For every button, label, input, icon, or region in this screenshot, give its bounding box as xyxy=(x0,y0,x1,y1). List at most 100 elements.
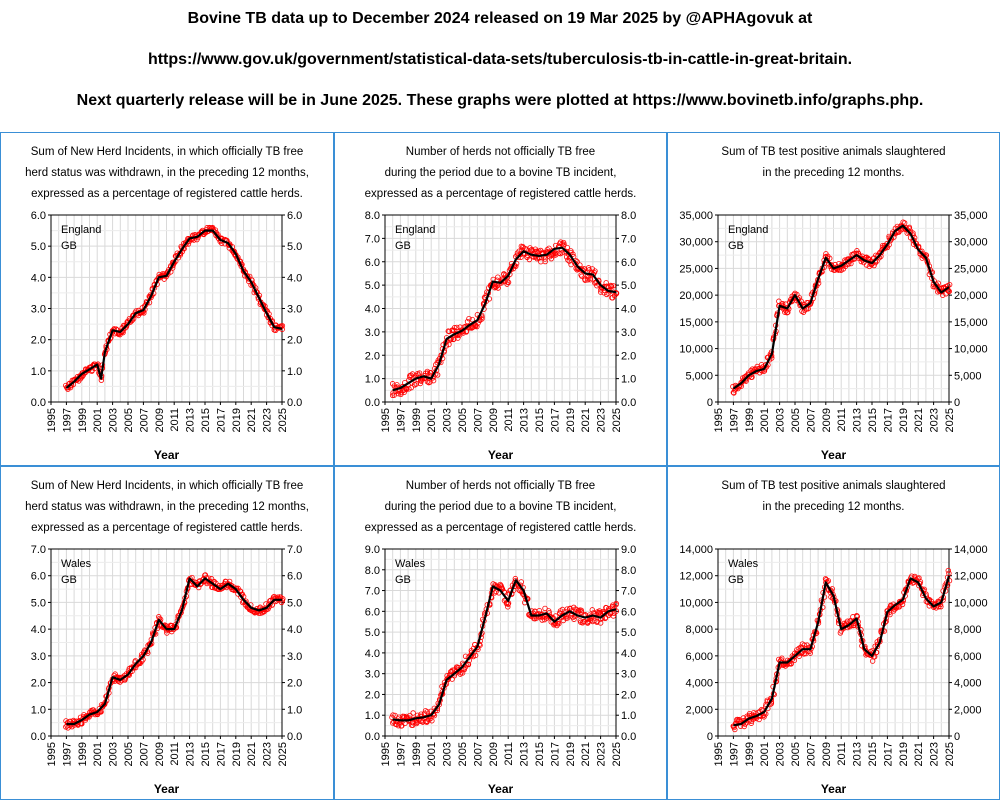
y-tick-label-left: 0.0 xyxy=(365,397,380,409)
data-point xyxy=(202,572,209,578)
sub-label: GB xyxy=(728,574,744,586)
y-tick-label-right: 7.0 xyxy=(287,544,302,556)
y-tick-label-right: 6.0 xyxy=(621,257,636,269)
y-tick-label-left: 5,000 xyxy=(685,370,713,382)
y-tick-label-right: 1.0 xyxy=(287,366,302,378)
y-tick-label-right: 7.0 xyxy=(621,586,636,598)
data-point xyxy=(587,277,594,283)
data-point xyxy=(421,710,428,717)
data-point xyxy=(182,242,188,248)
x-tick-label: 2011 xyxy=(169,408,181,432)
data-point xyxy=(413,381,420,387)
data-point xyxy=(801,650,807,657)
header-line-2-url[interactable]: https://www.gov.uk/government/statistica… xyxy=(147,51,853,68)
x-tick-label: 2003 xyxy=(442,408,454,432)
x-tick-label: 1997 xyxy=(61,408,73,432)
chart-title-line: in the preceding 12 months. xyxy=(762,501,905,513)
data-point xyxy=(505,604,511,610)
chart-title: Sum of New Herd Incidents, in which offi… xyxy=(1,476,333,539)
data-point xyxy=(901,220,908,226)
y-tick-label-left: 10,000 xyxy=(679,344,713,356)
chart-panel-1: Sum of New Herd Incidents, in which offi… xyxy=(0,132,334,466)
x-tick-label: 2017 xyxy=(549,742,561,766)
chart-title-line: during the period due to a bovine TB inc… xyxy=(384,167,617,179)
x-tick-label: 2015 xyxy=(534,742,546,766)
data-point xyxy=(594,283,600,289)
x-tick-label: 2001 xyxy=(92,742,104,766)
chart-title-line: Number of herds not officially TB free xyxy=(405,480,596,492)
data-point xyxy=(457,324,463,330)
y-tick-label-left: 4.0 xyxy=(31,624,46,636)
data-points xyxy=(389,239,620,398)
y-tick-label-left: 4.0 xyxy=(365,304,380,316)
y-tick-label-right: 5.0 xyxy=(621,627,636,639)
y-tick-label-right: 5.0 xyxy=(287,597,302,609)
y-tick-label-right: 3.0 xyxy=(621,327,636,339)
x-tick-label: 2021 xyxy=(913,742,925,766)
y-tick-label-left: 3.0 xyxy=(365,327,380,339)
y-tick-label-right: 1.0 xyxy=(621,710,636,722)
x-tick-label: 2025 xyxy=(277,408,289,432)
data-point xyxy=(539,617,545,623)
x-tick-label: 2019 xyxy=(231,742,243,766)
x-tick-label: 2015 xyxy=(867,742,879,766)
data-point xyxy=(576,607,582,614)
data-point xyxy=(579,273,585,279)
data-point xyxy=(395,391,402,397)
trend-line xyxy=(65,229,283,389)
y-tick-label-right: 5,000 xyxy=(954,370,982,382)
y-tick-label-right: 2.0 xyxy=(287,335,302,347)
data-point xyxy=(588,617,594,624)
x-tick-label: 1995 xyxy=(380,742,392,766)
x-tick-label: 1997 xyxy=(395,742,407,766)
x-tick-label: 2025 xyxy=(944,742,956,766)
chart-title-line: Sum of TB test positive animals slaughte… xyxy=(721,146,946,158)
header-line-3: Next quarterly release will be in June 2… xyxy=(76,92,924,109)
x-tick-label: 2017 xyxy=(549,408,561,432)
chart-panel-6: Sum of TB test positive animals slaughte… xyxy=(667,466,1000,800)
y-tick-label-right: 35,000 xyxy=(954,210,988,222)
data-point xyxy=(534,249,541,255)
data-point xyxy=(462,653,469,659)
y-tick-label-left: 8.0 xyxy=(365,565,380,577)
y-tick-label-left: 15,000 xyxy=(679,317,713,329)
data-point xyxy=(758,362,765,368)
y-tick-label-right: 8.0 xyxy=(621,210,636,222)
y-tick-label-left: 6.0 xyxy=(31,571,46,583)
x-tick-label: 2011 xyxy=(836,408,848,432)
data-point xyxy=(782,663,789,669)
y-tick-label-left: 5.0 xyxy=(31,597,46,609)
x-tick-label: 2003 xyxy=(108,408,120,432)
x-tick-label: 2019 xyxy=(231,408,243,432)
x-tick-label: 2023 xyxy=(262,742,274,766)
data-point xyxy=(732,726,738,733)
y-tick-label-right: 10,000 xyxy=(954,344,988,356)
x-tick-label: 2015 xyxy=(534,408,546,432)
chart-grid: Sum of New Herd Incidents, in which offi… xyxy=(0,132,1000,800)
data-points xyxy=(389,575,620,729)
x-tick-label: 2019 xyxy=(898,408,910,432)
data-point xyxy=(552,613,559,619)
x-tick-label: 2025 xyxy=(277,742,289,766)
x-tick-label: 2021 xyxy=(246,742,258,766)
region-label: England xyxy=(395,224,435,236)
data-point xyxy=(935,280,941,286)
x-tick-label: 2025 xyxy=(611,408,623,432)
y-tick-label-left: 1.0 xyxy=(365,710,380,722)
data-point xyxy=(763,711,769,717)
chart-title-line: Sum of New Herd Incidents, in which offi… xyxy=(30,480,304,492)
y-tick-label-right: 4.0 xyxy=(287,272,302,284)
chart-title-line: expressed as a percentage of registered … xyxy=(364,522,637,534)
y-tick-label-left: 0 xyxy=(707,397,713,409)
data-point xyxy=(805,306,811,312)
data-point xyxy=(466,315,472,322)
header-line-1: Bovine TB data up to December 2024 relea… xyxy=(187,10,813,27)
plot-frame xyxy=(717,548,950,737)
x-tick-label: 2015 xyxy=(200,742,212,766)
data-point xyxy=(603,280,609,286)
x-tick-label: 2019 xyxy=(565,408,577,432)
y-tick-label-right: 0.0 xyxy=(287,397,302,409)
data-point xyxy=(451,325,458,331)
data-point xyxy=(837,630,844,636)
region-label: England xyxy=(61,224,101,236)
